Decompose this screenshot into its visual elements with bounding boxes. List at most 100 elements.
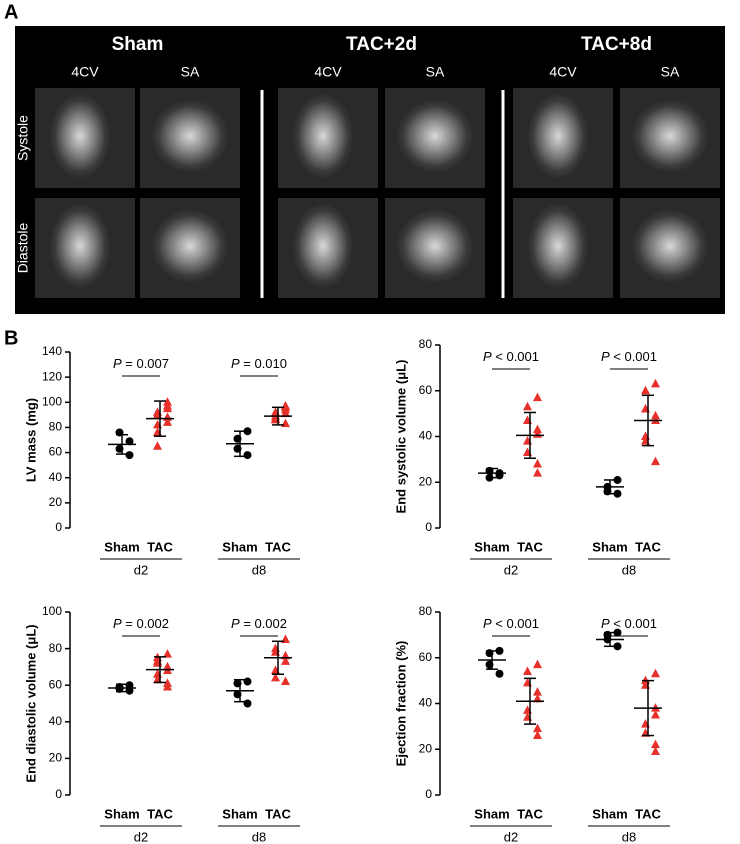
data-point [281,418,290,428]
p-value: P < 0.001 [483,349,539,364]
view-label: SA [661,64,680,80]
y-tick-label: 20 [419,474,433,488]
y-tick-label: 20 [419,741,433,755]
data-point [153,441,162,450]
data-point [651,378,660,388]
p-symbol: P [483,616,492,631]
x-tick-label: Sham [592,806,627,821]
mri-image [632,210,708,282]
mri-image [50,204,110,288]
x-tick-label: TAC [147,539,173,554]
y-tick-label: 0 [55,520,62,534]
y-tick-label: 20 [49,495,63,509]
y-tick-label: 60 [49,445,63,459]
y-tick-label: 80 [49,420,63,434]
p-value: P = 0.007 [113,356,169,371]
data-point [613,642,622,651]
data-point [533,392,542,402]
p-text: < 0.001 [613,349,657,364]
group-title: TAC+2d [346,34,417,55]
data-point [163,417,172,426]
mri-image [632,100,708,172]
data-point [641,385,650,395]
data-point [125,437,134,446]
y-tick-label: 0 [425,787,432,801]
y-tick-label: 40 [419,429,433,443]
group-label: d2 [504,829,518,844]
p-symbol: P [601,616,610,631]
panel-label: B [4,327,18,349]
group-label: d2 [134,829,148,844]
mri-image [528,204,588,288]
y-tick-label: 0 [425,520,432,534]
data-point [281,404,290,414]
data-point [523,401,532,411]
p-symbol: P [231,616,240,631]
view-label: 4CV [549,64,577,80]
view-label: SA [426,64,445,80]
data-point [281,656,290,665]
data-point [533,723,542,733]
y-tick-label: 100 [42,604,62,618]
p-text: = 0.007 [125,356,169,371]
group-title: TAC+8d [581,34,652,55]
data-point [613,489,622,498]
data-point [495,646,504,655]
x-tick-label: TAC [265,806,291,821]
y-axis-label: LV mass (mg) [23,398,38,482]
data-point [533,659,542,669]
data-point [651,456,660,466]
data-point [533,458,542,468]
data-point [271,672,280,682]
p-symbol: P [483,349,492,364]
data-point [533,730,542,740]
x-tick-label: TAC [517,539,543,554]
x-tick-label: Sham [104,539,139,554]
x-tick-label: TAC [517,806,543,821]
p-text: < 0.001 [613,616,657,631]
mri-image [397,210,473,282]
data-point [651,709,660,719]
mri-image [293,94,353,178]
mri-image [152,100,228,172]
p-value: P = 0.002 [231,616,287,631]
p-symbol: P [601,349,610,364]
group-label: d8 [252,562,266,577]
row-label: Diastole [15,223,31,274]
group-label: d8 [622,829,636,844]
data-point [613,475,622,484]
y-tick-label: 80 [419,604,433,618]
data-point [613,628,622,637]
y-tick-label: 40 [419,696,433,710]
y-tick-label: 80 [49,641,63,655]
data-point [243,451,252,460]
data-point [495,669,504,678]
y-tick-label: 60 [419,383,433,397]
y-tick-label: 140 [42,344,62,358]
mri-image [50,94,110,178]
panel-label: A [4,1,18,23]
group-label: d8 [622,562,636,577]
group-label: d2 [134,562,148,577]
y-tick-label: 40 [49,714,63,728]
data-point [651,739,660,749]
x-tick-label: TAC [635,806,661,821]
y-tick-label: 80 [419,337,433,351]
row-label: Systole [15,115,31,161]
y-tick-label: 20 [49,751,63,765]
view-label: SA [181,64,200,80]
y-axis-label: Ejection fraction (%) [393,641,408,767]
data-point [533,468,542,477]
data-point [651,410,660,420]
p-text: < 0.001 [495,349,539,364]
x-tick-label: Sham [222,806,257,821]
group-label: d8 [252,829,266,844]
view-label: 4CV [71,64,99,80]
p-value: P < 0.001 [483,616,539,631]
p-value: P = 0.002 [113,616,169,631]
y-tick-label: 120 [42,369,62,383]
x-tick-label: Sham [592,539,627,554]
data-point [163,682,172,691]
data-point [243,677,252,686]
p-value: P < 0.001 [601,349,657,364]
